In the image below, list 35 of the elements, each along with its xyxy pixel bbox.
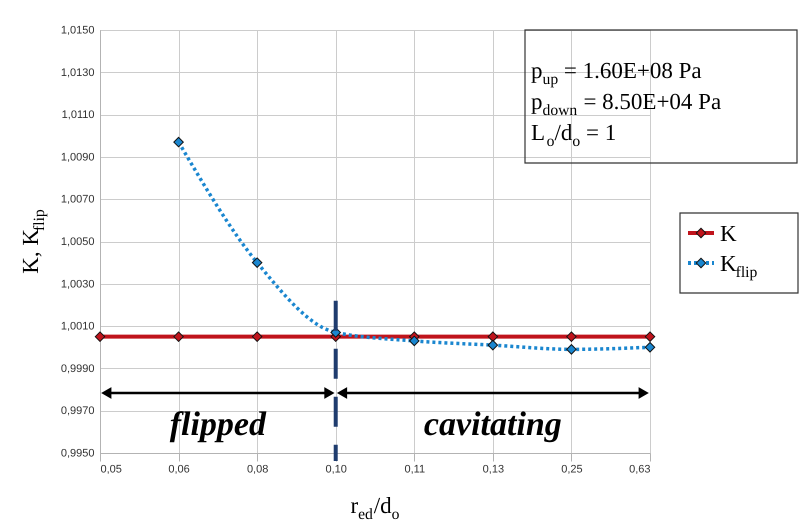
point [566,344,577,355]
y-tick-label: 1,0070 [60,194,94,206]
point [173,136,184,148]
y-tick-label: 1,0110 [62,109,94,122]
point [644,331,656,342]
y-tick-label: 1,0050 [60,236,94,248]
y-tick-label: 0,9990 [60,362,94,375]
x-tick-label: 0,05 [100,464,122,476]
x-tick-label: 0,10 [326,464,347,476]
x-tick-label: 0,25 [561,464,583,476]
annotation: cavitating [424,406,562,443]
y-axis-title: K, Kflip [18,209,48,274]
legend-label: K [720,221,737,246]
point [409,336,420,346]
y-tick-label: 1,0030 [60,278,94,290]
y-tick-label: 0,9970 [60,405,94,418]
point [644,342,656,352]
x-tick-label: 0,06 [168,464,190,476]
point [488,340,498,350]
y-tick-label: 1,0010 [60,320,94,333]
x-tick-label: 0,63 [629,464,650,476]
annotation: flipped [170,406,268,443]
y-tick-label: 1,0090 [60,151,94,164]
point [252,331,262,342]
y-tick-label: 1,0130 [60,66,94,79]
x-tick-label: 0,13 [482,464,504,476]
point [566,331,577,342]
x-tick-label: 0,08 [246,464,268,476]
point [173,331,184,342]
point [94,331,106,342]
point [488,331,498,342]
x-tick-label: 0,11 [404,464,426,476]
y-tick-label: 1,0150 [60,24,94,36]
y-tick-label: 0,9950 [60,448,94,460]
point [252,257,262,268]
